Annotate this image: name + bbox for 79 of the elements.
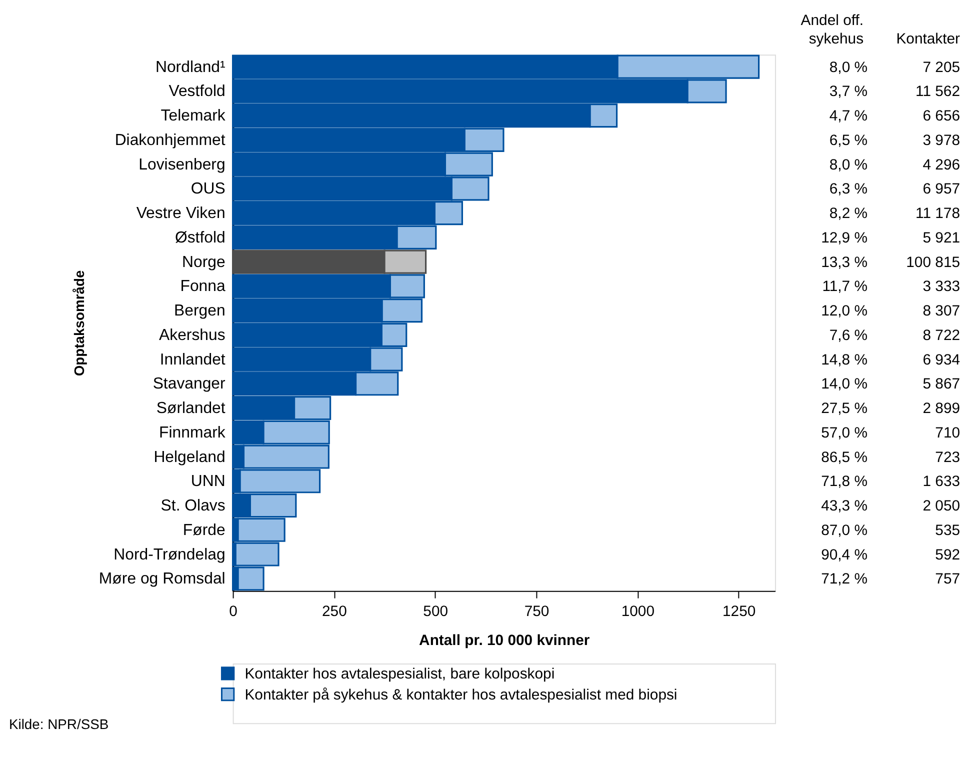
- text: 100 815: [906, 254, 960, 271]
- text: 3,7 %: [829, 83, 868, 100]
- text: 90,4 %: [821, 546, 868, 564]
- text: Kilde: NPR/SSB: [8, 716, 109, 732]
- text: 43,3 %: [821, 498, 868, 515]
- text: 6,3 %: [829, 180, 868, 198]
- x-tick-label: 250: [322, 603, 347, 620]
- y-tick-label: Diakonhjemmet: [114, 132, 226, 149]
- text: 27,5 %: [821, 400, 868, 418]
- text: 2 899: [922, 400, 960, 418]
- y-tick-label: Møre og Romsdal: [98, 570, 226, 588]
- y-tick-label: Sørlandet: [156, 400, 226, 418]
- text: 757: [935, 570, 960, 588]
- text: 4 296: [922, 156, 960, 174]
- y-tick-label: Stavanger: [152, 376, 226, 393]
- text: 535: [935, 522, 960, 539]
- text: 6 934: [922, 351, 960, 368]
- text: 87,0 %: [821, 522, 868, 539]
- y-tick-label: Lovisenberg: [138, 156, 226, 174]
- y-tick-label: Bergen: [174, 302, 226, 320]
- text: 13,3 %: [821, 254, 868, 271]
- y-tick-label: Norge: [182, 254, 226, 271]
- x-tick-label: 1000: [621, 603, 654, 620]
- y-tick-label: Finnmark: [159, 424, 226, 442]
- text: 8,0 %: [829, 156, 868, 174]
- y-tick-label: Nord-Trøndelag: [114, 546, 226, 564]
- y-tick-label: UNN: [190, 473, 226, 490]
- text: 8 307: [922, 302, 960, 320]
- y-tick-label: Helgeland: [154, 448, 226, 466]
- x-tick-label: 1250: [722, 603, 756, 620]
- text: 6,5 %: [829, 132, 868, 149]
- text: 12,0 %: [821, 302, 868, 320]
- text: 7,6 %: [829, 326, 868, 344]
- y-tick-label: Østfold: [174, 229, 226, 246]
- y-tick-label: Telemark: [160, 108, 226, 125]
- y-tick-label: Nordland¹: [155, 58, 226, 76]
- text: 8,2 %: [829, 205, 868, 222]
- x-tick-label: 750: [524, 603, 550, 620]
- text: 592: [935, 546, 960, 564]
- y-axis-title: Opptaksområde: [70, 270, 87, 376]
- text: 3 333: [922, 278, 960, 296]
- text: 4,7 %: [829, 108, 868, 125]
- text: 14,0 %: [821, 376, 868, 393]
- y-tick-label: Vestre Viken: [136, 205, 226, 222]
- text: Andel off. sykehus: [800, 12, 864, 48]
- x-tick-label: 0: [229, 603, 238, 620]
- y-tick-label: St. Olavs: [160, 498, 226, 515]
- text: 3 978: [922, 132, 960, 149]
- text: 2 050: [922, 498, 960, 515]
- text: 710: [935, 424, 960, 442]
- text: 1 633: [922, 473, 960, 490]
- y-tick-label: Førde: [182, 522, 226, 539]
- text: 5 867: [922, 376, 960, 393]
- text: 8,0 %: [829, 58, 868, 76]
- text: 11,7 %: [822, 278, 868, 296]
- text: 86,5 %: [821, 448, 868, 466]
- text: 11 178: [916, 205, 960, 222]
- text: 57,0 %: [821, 424, 868, 442]
- text: 7 205: [922, 58, 960, 76]
- text: 71,2 %: [821, 570, 868, 588]
- text: 8 722: [922, 326, 960, 344]
- text: 12,9 %: [821, 229, 868, 246]
- y-tick-label: Akershus: [159, 326, 226, 344]
- x-axis-title: Antall pr. 10 000 kvinner: [419, 632, 590, 650]
- y-tick-label: OUS: [190, 180, 226, 198]
- y-tick-label: Vestfold: [168, 83, 226, 100]
- text: 6 957: [922, 180, 960, 198]
- text: 6 656: [922, 108, 960, 125]
- y-tick-label: Innlandet: [160, 351, 226, 368]
- text: Kontakter: [896, 30, 960, 48]
- text: 723: [935, 448, 960, 466]
- legend-label: Kontakter på sykehus & kontakter hos avtalespesialist med biopsi: [244, 686, 678, 704]
- x-tick-label: 500: [423, 603, 448, 620]
- text: 5 921: [922, 229, 960, 246]
- text: 11 562: [916, 83, 960, 100]
- text: 14,8 %: [821, 351, 868, 368]
- text: 71,8 %: [821, 473, 868, 490]
- y-tick-label: Fonna: [180, 278, 226, 296]
- legend-label: Kontakter hos avtalespesialist, bare kolposkopi: [244, 665, 555, 682]
